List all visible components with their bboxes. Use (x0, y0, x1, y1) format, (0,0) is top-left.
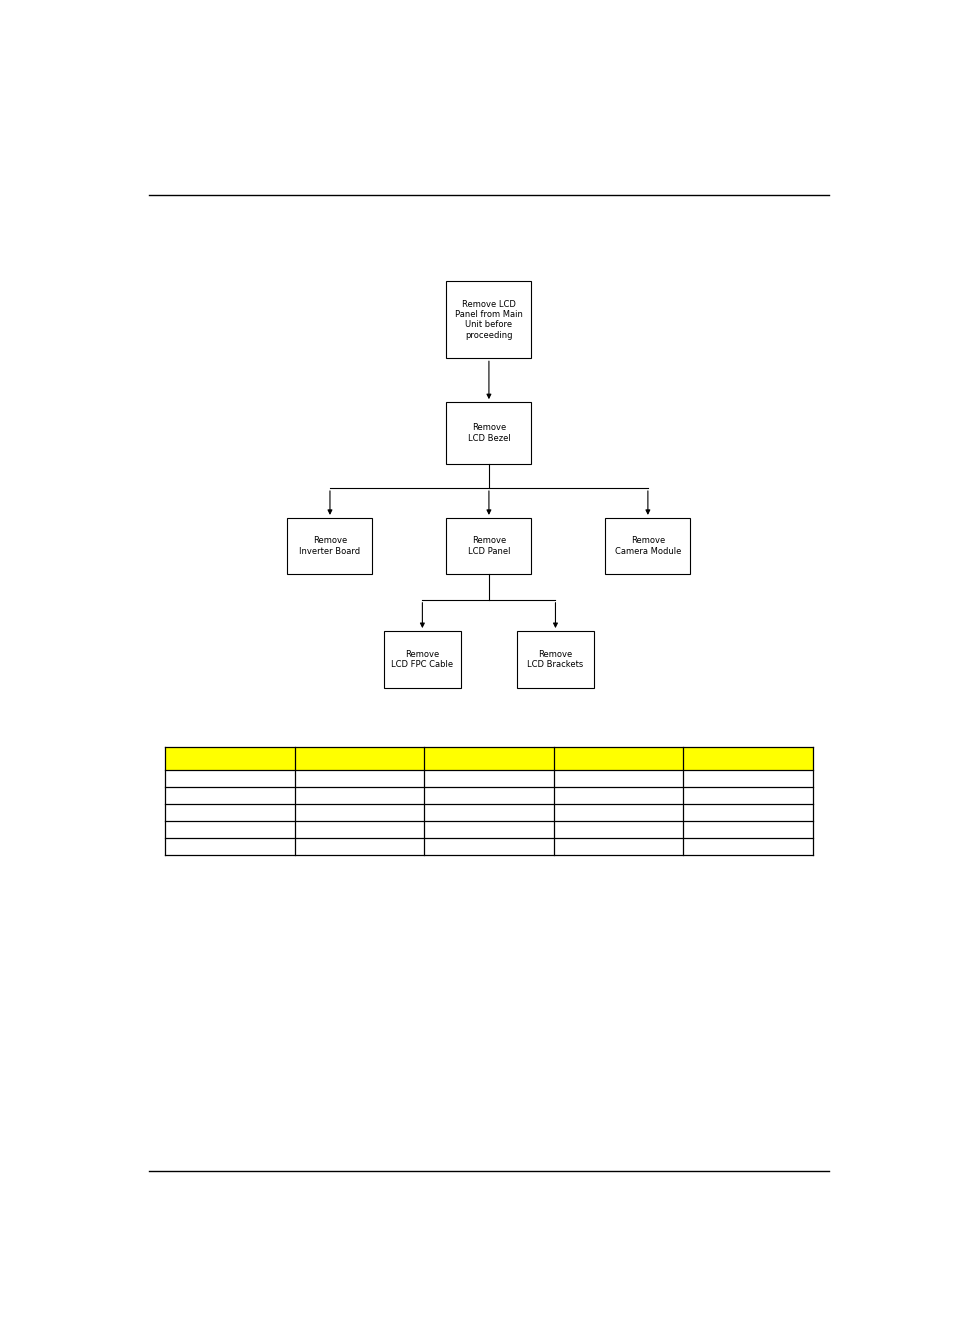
Bar (165, 804, 812, 822)
Bar (165, 747, 812, 771)
Bar (605, 518, 690, 574)
Text: Remove
Inverter Board: Remove Inverter Board (299, 536, 360, 556)
Text: Remove
LCD Brackets: Remove LCD Brackets (527, 649, 583, 669)
Bar (165, 822, 812, 838)
Bar (165, 787, 812, 804)
Text: Remove LCD
Panel from Main
Unit before
proceeding: Remove LCD Panel from Main Unit before p… (455, 299, 522, 339)
Bar (517, 631, 594, 688)
Text: Remove
Camera Module: Remove Camera Module (614, 536, 680, 556)
Text: Remove
LCD FPC Cable: Remove LCD FPC Cable (391, 649, 453, 669)
Bar (165, 838, 812, 855)
Text: Remove
LCD Bezel: Remove LCD Bezel (467, 424, 510, 442)
Bar (383, 631, 460, 688)
Bar (165, 771, 812, 787)
Bar (446, 402, 531, 464)
Bar (287, 518, 372, 574)
Bar (446, 281, 531, 358)
Text: Remove
LCD Panel: Remove LCD Panel (467, 536, 510, 556)
Bar (446, 518, 531, 574)
